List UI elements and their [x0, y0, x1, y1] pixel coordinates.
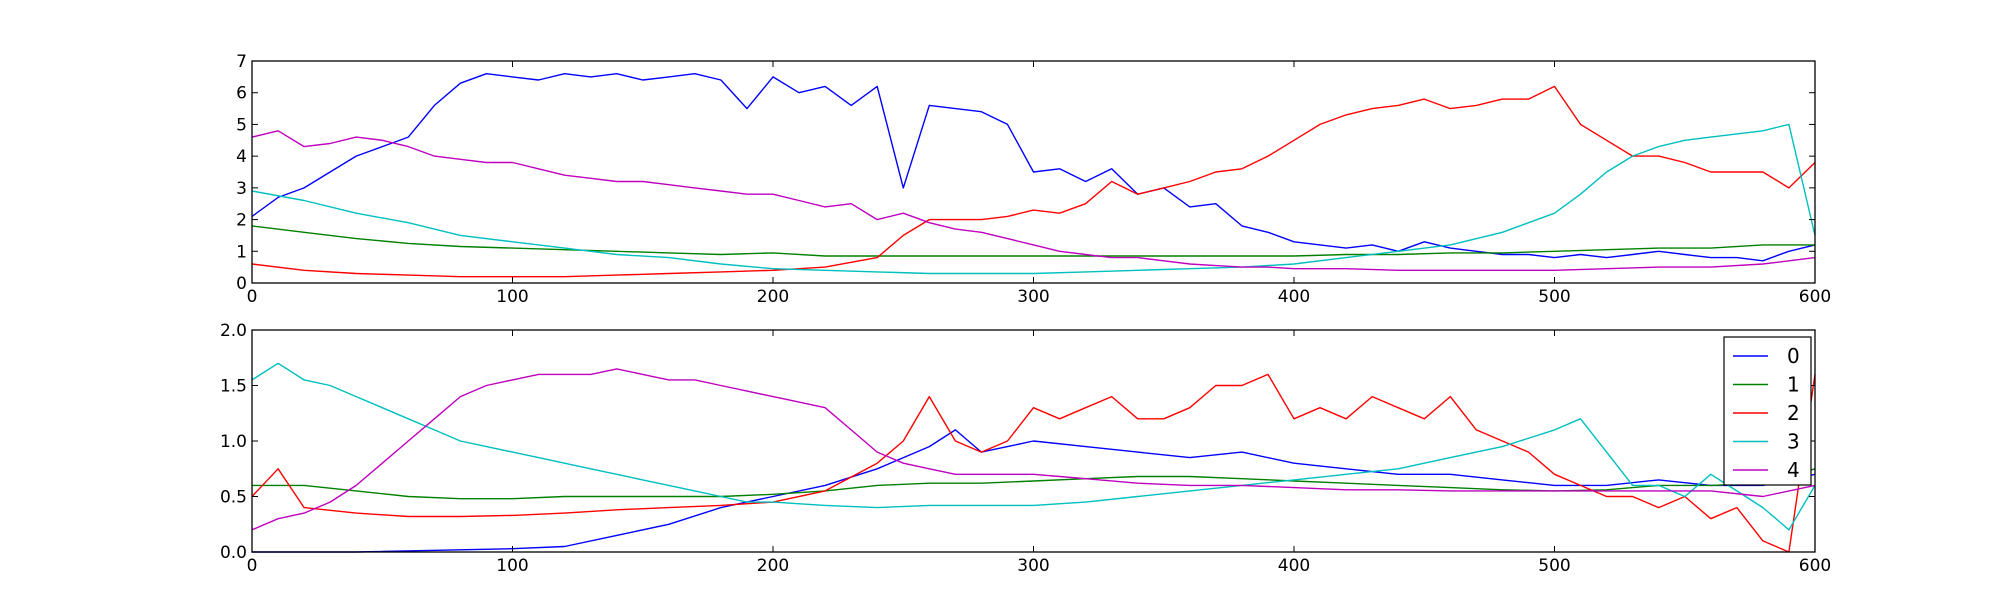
x-tick-label: 0 — [247, 287, 258, 307]
x-tick-label: 200 — [757, 287, 789, 307]
legend-label-1: 1 — [1787, 373, 1800, 397]
y-tick-label: 1.0 — [220, 432, 247, 452]
x-tick-label: 100 — [496, 287, 528, 307]
x-tick-label: 300 — [1017, 556, 1049, 576]
top-chart-panel: 0 100 200 300 400 500 600 0 1 2 3 4 5 6 7 — [236, 52, 1831, 307]
y-tick-label: 3 — [236, 179, 247, 199]
series-line-3 — [251, 362, 1816, 531]
bottom-axis-ticks: 0 100 200 300 400 500 600 0.0 0.5 1.0 1.5 2.0 — [220, 321, 1831, 576]
x-tick-label: 400 — [1278, 287, 1310, 307]
series-line-0 — [251, 72, 1816, 262]
x-tick-label: 200 — [757, 556, 789, 576]
series-line-3 — [251, 123, 1816, 275]
x-tick-label: 600 — [1799, 287, 1831, 307]
y-tick-label: 0.0 — [220, 543, 247, 563]
legend-label-2: 2 — [1787, 401, 1800, 425]
series-line-2 — [251, 85, 1816, 278]
bottom-series-layer — [251, 362, 1816, 553]
y-tick-label: 6 — [236, 84, 247, 104]
series-line-0 — [252, 429, 1816, 553]
top-axis-ticks: 0 100 200 300 400 500 600 0 1 2 3 4 5 6 7 — [236, 52, 1831, 307]
series-line-4 — [251, 368, 1816, 531]
legend-label-4: 4 — [1787, 458, 1800, 482]
series-line-4 — [251, 130, 1816, 271]
legend-label-0: 0 — [1787, 344, 1800, 368]
x-tick-label: 500 — [1538, 287, 1570, 307]
x-tick-label: 500 — [1538, 556, 1570, 576]
y-tick-label: 1 — [236, 242, 247, 262]
legend-label-3: 3 — [1787, 430, 1800, 454]
x-tick-label: 600 — [1799, 556, 1831, 576]
series-line-1 — [251, 225, 1815, 257]
y-tick-label: 0.5 — [220, 488, 247, 508]
bottom-chart-panel: 0 100 200 300 400 500 600 0.0 0.5 1.0 1.5 2.0 0 1 2 3 4 — [220, 321, 1831, 576]
y-tick-label: 1.5 — [220, 377, 247, 397]
x-tick-label: 300 — [1017, 287, 1049, 307]
series-line-2 — [251, 373, 1816, 553]
y-tick-label: 4 — [236, 147, 247, 167]
x-tick-label: 400 — [1278, 556, 1310, 576]
y-tick-label: 5 — [236, 115, 247, 135]
y-tick-label: 0 — [236, 274, 247, 294]
y-tick-label: 2.0 — [220, 321, 247, 341]
x-tick-label: 100 — [496, 556, 528, 576]
legend-box — [1723, 336, 1812, 486]
y-tick-label: 7 — [236, 52, 247, 72]
top-series-layer — [251, 72, 1816, 278]
legend: 0 1 2 3 4 — [1723, 336, 1812, 486]
x-tick-label: 0 — [247, 556, 258, 576]
y-tick-label: 2 — [236, 211, 247, 231]
